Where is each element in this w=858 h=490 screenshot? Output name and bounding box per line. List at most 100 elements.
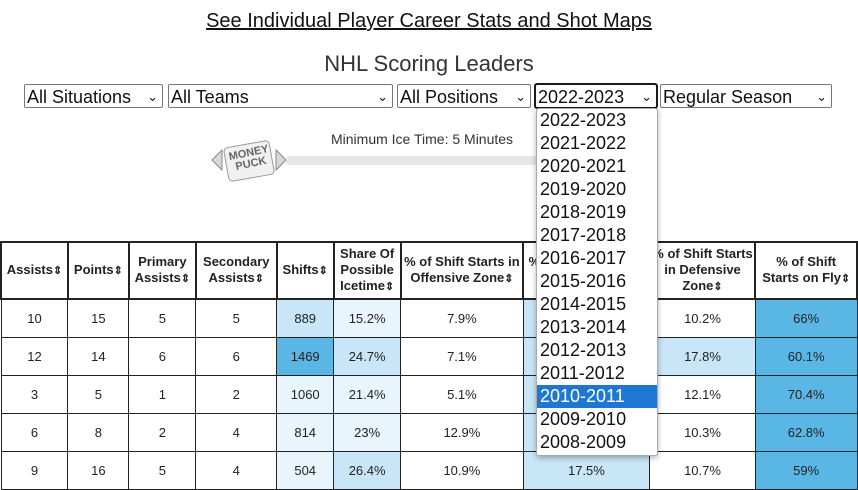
scoring-leaders-table: Assists⇕ Points⇕ Primary Assists⇕ Secondary… (0, 241, 858, 490)
column-header[interactable]: Shifts⇕ (275, 241, 335, 300)
position-select[interactable]: All Positions ⌄ (397, 84, 531, 108)
table-cell: 6 (128, 337, 197, 376)
table-cell: 4 (195, 451, 278, 490)
column-header-label: Shifts (282, 262, 319, 277)
table-cell: 10.9% (400, 451, 524, 490)
table-cell: 5.1% (400, 375, 524, 414)
table-cell: 1060 (276, 375, 335, 414)
table-cell: 504 (276, 451, 335, 490)
column-header[interactable]: % of Shift Starts in Defensive Zone⇕ (648, 241, 757, 300)
column-header[interactable]: Share Of Possible Icetime⇕ (332, 241, 402, 300)
table-cell: 16 (67, 451, 130, 490)
sort-icon: ⇕ (504, 273, 514, 285)
sort-icon: ⇕ (254, 273, 264, 285)
column-header[interactable]: Secondary Assists⇕ (194, 241, 278, 300)
table-cell: 15.2% (333, 298, 402, 338)
column-header-label: Points (73, 262, 114, 277)
moneypuck-logo (211, 140, 287, 182)
table-cell: 17.8% (649, 337, 756, 376)
situation-select-value: All Situations (27, 87, 132, 107)
table-cell: 1 (128, 375, 197, 414)
player-career-stats-link[interactable]: See Individual Player Career Stats and S… (206, 10, 652, 32)
season-option[interactable]: 2010-2011 (537, 385, 657, 408)
table-row: 12 14 6 6 1469 24.7% 7.1% 17.8% 60.1% (0, 337, 858, 376)
season-option[interactable]: 2015-2016 (540, 271, 627, 291)
table-cell: 9 (0, 451, 69, 490)
table-row: 3 5 1 2 1060 21.4% 5.1% 12.1% 70.4% (0, 375, 858, 414)
table-cell: 70.4% (754, 375, 858, 414)
page-title: NHL Scoring Leaders (324, 51, 534, 76)
table-row: 10 15 5 5 889 15.2% 7.9% 10.2% 66% (0, 298, 858, 338)
column-header[interactable]: Points⇕ (66, 241, 130, 300)
column-header-label: Secondary Assists (203, 254, 270, 285)
sort-icon: ⇕ (318, 265, 328, 277)
season-option[interactable]: 2019-2020 (540, 179, 627, 199)
column-header[interactable]: Primary Assists⇕ (127, 241, 197, 300)
min-ice-time-label: Minimum Ice Time: 5 Minutes (331, 131, 514, 147)
season-option[interactable]: 2011-2012 (540, 363, 625, 383)
season-option[interactable]: 2012-2013 (540, 340, 627, 360)
table-cell: 1469 (276, 337, 335, 376)
team-select[interactable]: All Teams ⌄ (168, 84, 393, 108)
column-header-label: % of Shift Starts in Offensive Zone (404, 254, 520, 285)
column-header-label: % of Shift Starts in Defensive Zone (652, 246, 753, 293)
column-header[interactable]: % of Shift Starts in Offensive Zone⇕ (399, 241, 525, 300)
table-cell: 7.9% (400, 298, 524, 338)
table-cell: 17.5% (522, 451, 651, 490)
table-cell: 814 (276, 413, 335, 452)
table-cell: 6 (195, 337, 278, 376)
column-header-label: Assists (6, 262, 53, 277)
season-option[interactable]: 2020-2021 (540, 156, 627, 176)
table-cell: 62.8% (754, 413, 858, 452)
season-option[interactable]: 2013-2014 (540, 317, 627, 337)
season-option[interactable]: 2022-2023 (540, 110, 627, 130)
table-cell: 10 (0, 298, 69, 338)
table-cell: 21.4% (333, 375, 402, 414)
table-body: 10 15 5 5 889 15.2% 7.9% 10.2% 66% 12 14 6 6 1469 24.7… (0, 298, 858, 490)
sort-icon: ⇕ (180, 273, 191, 285)
column-header-label: Primary Assists (134, 254, 187, 285)
column-header[interactable]: % of Shift Starts on Fly⇕ (754, 241, 858, 300)
situation-select[interactable]: All Situations ⌄ (24, 84, 163, 108)
sort-icon: ⇕ (840, 273, 851, 285)
season-type-select-value: Regular Season (663, 87, 793, 107)
table-cell: 14 (67, 337, 130, 376)
sort-icon: ⇕ (52, 265, 63, 277)
table-cell: 23% (333, 413, 402, 452)
table-cell: 26.4% (333, 451, 402, 490)
season-option[interactable]: 2008-2009 (540, 432, 627, 452)
season-dropdown-list[interactable]: 2022-2023 2021-2022 2020-2021 2019-2020 2018… (536, 108, 658, 456)
season-type-select[interactable]: Regular Season ⌄ (660, 84, 832, 108)
season-option[interactable]: 2009-2010 (540, 409, 627, 429)
table-cell: 3 (0, 375, 69, 414)
season-option[interactable]: 2017-2018 (540, 225, 627, 245)
sort-icon: ⇕ (384, 281, 395, 293)
table-cell: 66% (754, 298, 858, 338)
team-select-value: All Teams (171, 87, 249, 107)
table-cell: 2 (195, 375, 278, 414)
table-cell: 5 (128, 451, 197, 490)
min-ice-time-slider[interactable] (286, 156, 544, 165)
season-option[interactable]: 2016-2017 (540, 248, 627, 268)
season-option[interactable]: 2014-2015 (540, 294, 627, 314)
table-cell: 5 (67, 375, 130, 414)
chevron-down-icon: ⌄ (816, 89, 827, 104)
column-header-label: % of Shift Starts on Fly (762, 254, 841, 285)
column-header[interactable]: Assists⇕ (0, 241, 69, 300)
table-cell: 8 (67, 413, 130, 452)
table-cell: 12.9% (400, 413, 524, 452)
season-option[interactable]: 2021-2022 (540, 133, 627, 153)
table-cell: 2 (128, 413, 197, 452)
table-cell: 5 (128, 298, 197, 338)
table-cell: 6 (0, 413, 69, 452)
sort-icon: ⇕ (113, 265, 123, 277)
table-cell: 12.1% (649, 375, 756, 414)
table-header-row: Assists⇕ Points⇕ Primary Assists⇕ Secondary… (0, 241, 858, 300)
table-cell: 59% (754, 451, 858, 490)
season-select[interactable]: 2022-2023 ⌄ (534, 83, 658, 109)
table-cell: 60.1% (754, 337, 858, 376)
table-cell: 4 (195, 413, 278, 452)
season-option[interactable]: 2018-2019 (540, 202, 627, 222)
table-row: 9 16 5 4 504 26.4% 10.9% 17.5% 10.7% 59% (0, 451, 858, 490)
column-header-label: Share Of Possible Icetime (340, 246, 395, 293)
